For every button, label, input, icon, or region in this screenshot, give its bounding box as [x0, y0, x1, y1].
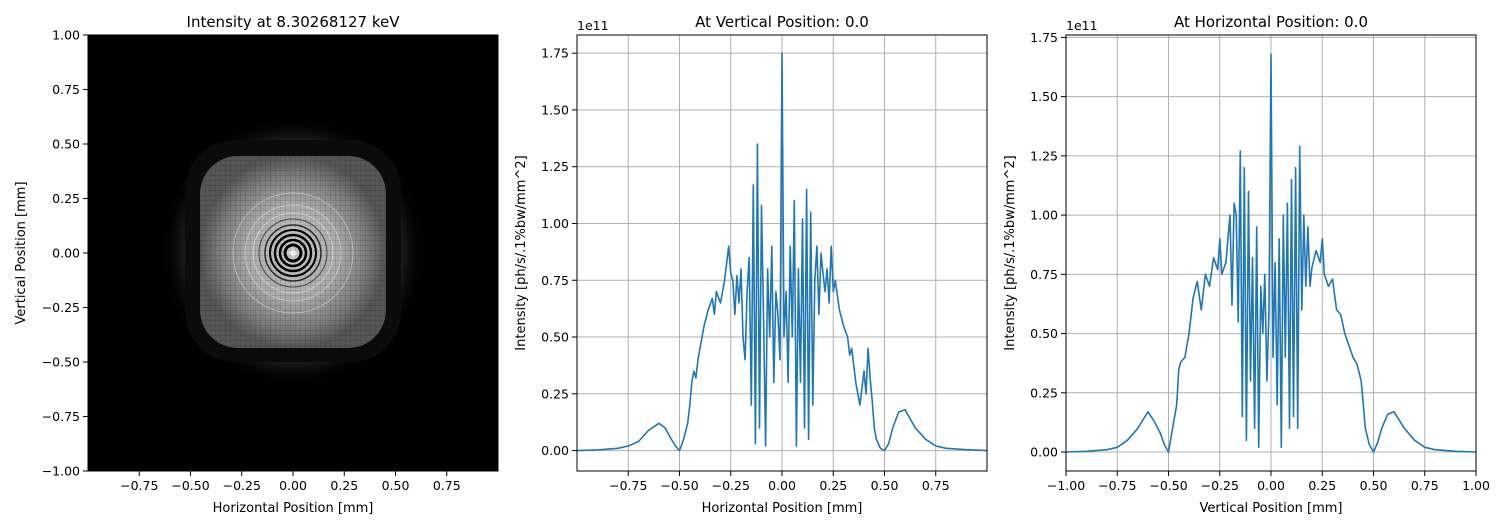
y-tick-label: 0.25 [541, 386, 569, 401]
p2-offset-label: 1e11 [577, 18, 609, 33]
x-tick-label: 0.25 [330, 478, 358, 493]
x-tick-label: 0.75 [922, 478, 950, 493]
x-tick-label: −0.50 [171, 478, 209, 493]
y-tick-label: 0.00 [541, 443, 569, 458]
p3-ticks: −1.00 −0.75 −0.50 −0.25 0.00 0.25 0.50 0.75 1.00… [1030, 30, 1490, 493]
p2-ylabel: Intensity [ph/s/.1%bw/mm^2] [514, 155, 529, 350]
x-tick-label: 0.25 [819, 478, 847, 493]
y-tick-label: −0.75 [42, 409, 80, 424]
y-tick-label: −0.25 [42, 300, 80, 315]
y-tick-label: 0.00 [1030, 445, 1058, 460]
y-tick-label: 0.50 [52, 137, 80, 152]
y-tick-label: 0.50 [1030, 326, 1058, 341]
y-tick-label: 0.25 [52, 191, 80, 206]
panel-vertical-cut: −0.75 −0.50 −0.25 0.00 0.25 0.50 0.75 0.00 0.25 0… [514, 13, 988, 516]
x-tick-label: 0.00 [279, 478, 307, 493]
x-tick-label: −0.25 [712, 478, 750, 493]
y-tick-label: 0.75 [541, 273, 569, 288]
x-tick-label: −0.50 [1149, 478, 1187, 493]
p3-title: At Horizontal Position: 0.0 [1174, 13, 1368, 31]
x-tick-label: 0.75 [433, 478, 461, 493]
y-tick-label: 1.00 [1030, 208, 1058, 223]
y-tick-label: 1.25 [541, 159, 569, 174]
p1-title: Intensity at 8.30268127 keV [187, 13, 401, 31]
y-tick-label: 0.75 [1030, 267, 1058, 282]
y-tick-label: −1.00 [42, 464, 80, 479]
y-tick-label: 1.75 [541, 46, 569, 61]
y-tick-label: 0.25 [1030, 385, 1058, 400]
p3-xlabel: Vertical Position [mm] [1199, 501, 1342, 516]
p2-title: At Vertical Position: 0.0 [695, 13, 869, 31]
x-tick-label: 0.00 [768, 478, 796, 493]
x-tick-label: −1.00 [1047, 478, 1085, 493]
p3-series-line [1065, 53, 1477, 453]
y-tick-label: 0.00 [52, 246, 80, 261]
p3-ylabel: Intensity [ph/s/.1%bw/mm^2] [1003, 155, 1018, 350]
x-tick-label: 0.00 [1257, 478, 1285, 493]
x-tick-label: −0.50 [660, 478, 698, 493]
x-tick-label: 0.50 [382, 478, 410, 493]
y-tick-label: −0.50 [42, 355, 80, 370]
p1-xlabel: Horizontal Position [mm] [213, 501, 374, 516]
p2-series-line [576, 52, 988, 452]
p1-ticks: −0.75 −0.50 −0.25 0.00 0.25 0.50 0.75 −1.00 −0.7… [42, 28, 461, 494]
x-tick-label: −0.75 [120, 478, 158, 493]
x-tick-label: −0.75 [1098, 478, 1136, 493]
y-tick-label: 0.50 [541, 330, 569, 345]
p2-xlabel: Horizontal Position [mm] [702, 501, 863, 516]
x-tick-label: −0.75 [609, 478, 647, 493]
heatmap-image [160, 115, 426, 387]
p1-ylabel: Vertical Position [mm] [14, 181, 29, 324]
x-tick-label: −0.25 [1201, 478, 1239, 493]
p2-ticks: −0.75 −0.50 −0.25 0.00 0.25 0.50 0.75 0.00 0.25 0… [541, 46, 950, 493]
y-tick-label: 1.50 [1030, 89, 1058, 104]
panel-intensity-map: −0.75 −0.50 −0.25 0.00 0.25 0.50 0.75 −1.00 −0.7… [14, 13, 499, 516]
y-tick-label: 1.00 [52, 28, 80, 43]
x-tick-label: 0.50 [871, 478, 899, 493]
x-tick-label: 0.25 [1308, 478, 1336, 493]
y-tick-label: 1.25 [1030, 148, 1058, 163]
y-tick-label: 0.75 [52, 82, 80, 97]
x-tick-label: 1.00 [1462, 478, 1490, 493]
x-tick-label: 0.50 [1360, 478, 1388, 493]
panel-horizontal-cut: −1.00 −0.75 −0.50 −0.25 0.00 0.25 0.50 0.75 1.00… [1003, 13, 1490, 516]
p3-offset-label: 1e11 [1066, 18, 1098, 33]
y-tick-label: 1.75 [1030, 30, 1058, 45]
x-tick-label: 0.75 [1411, 478, 1439, 493]
y-tick-label: 1.00 [541, 216, 569, 231]
x-tick-label: −0.25 [223, 478, 261, 493]
y-tick-label: 1.50 [541, 102, 569, 117]
